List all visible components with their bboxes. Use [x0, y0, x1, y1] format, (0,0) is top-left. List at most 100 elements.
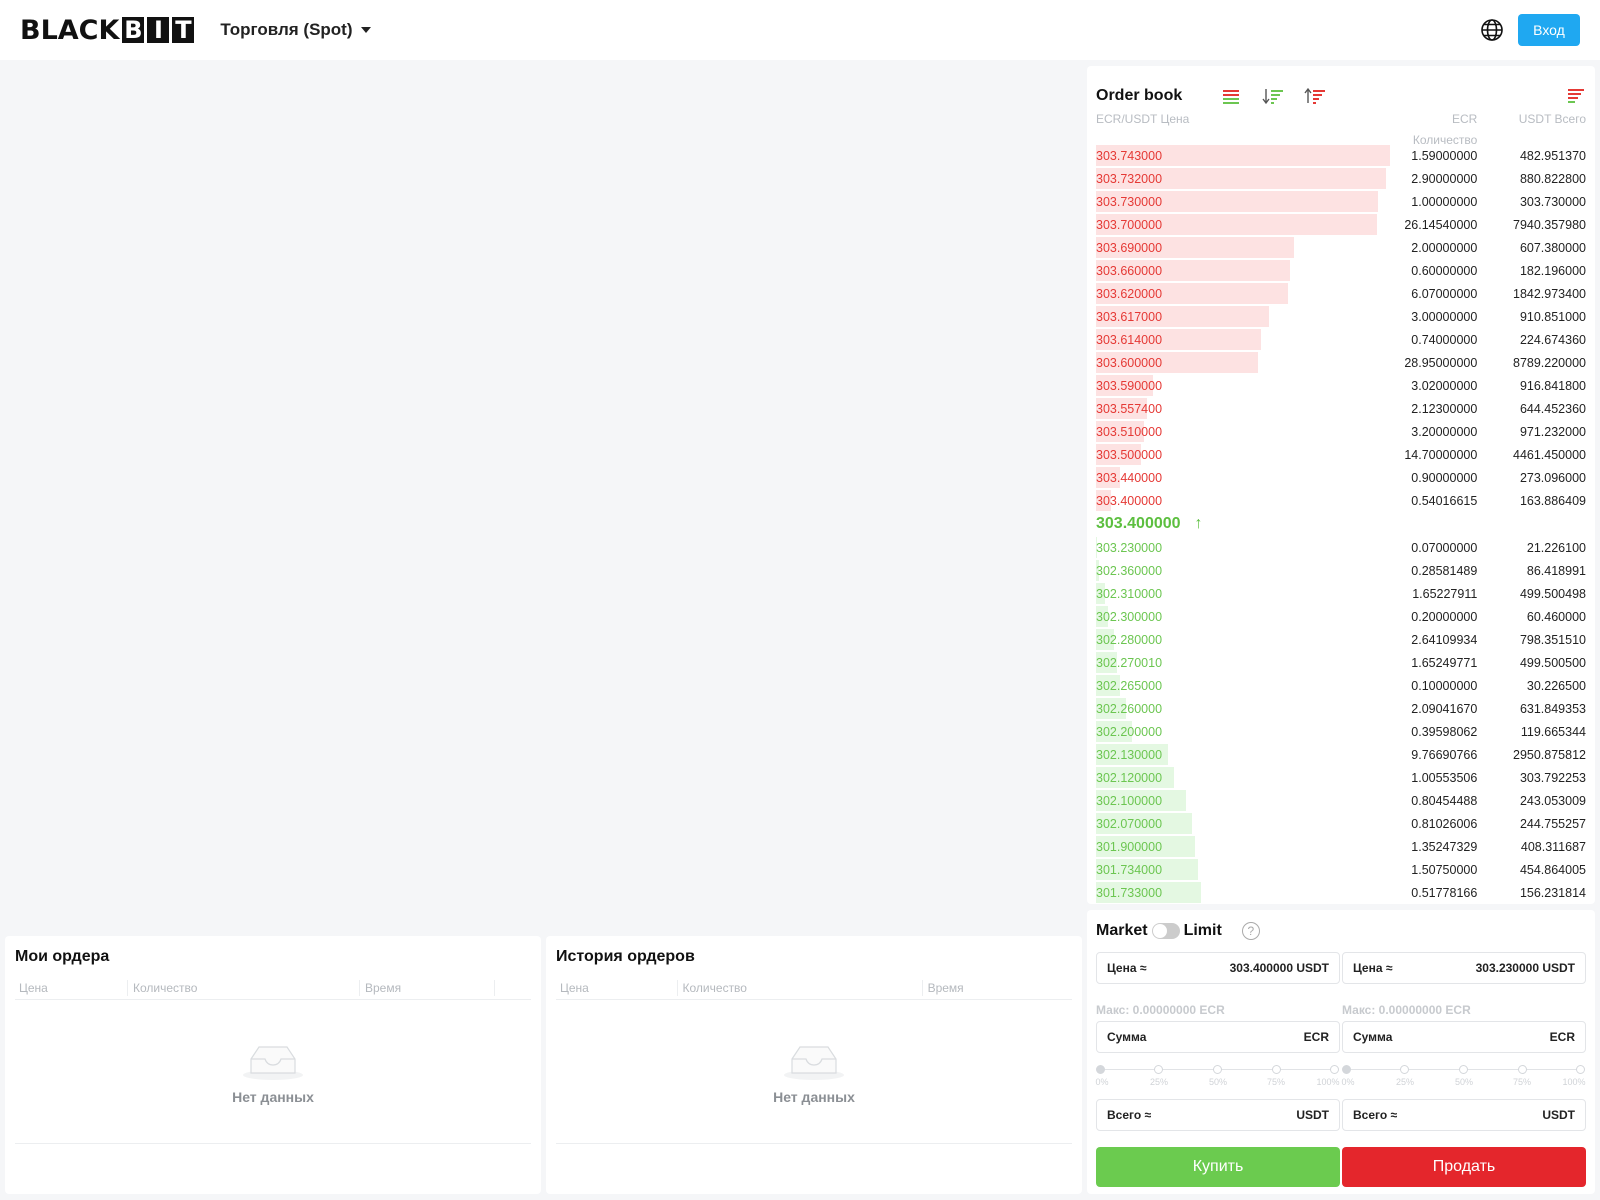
orderbook-asks-icon[interactable] [1304, 87, 1326, 105]
sell-total-field[interactable]: Всего ≈ USDT [1342, 1099, 1586, 1131]
bid-row[interactable]: 302.070000 0.81026006 244.755257 [1087, 812, 1595, 835]
ask-row[interactable]: 303.557400 2.12300000 644.452360 [1087, 397, 1595, 420]
login-button[interactable]: Вход [1518, 14, 1580, 46]
ask-row[interactable]: 303.510000 3.20000000 971.232000 [1087, 420, 1595, 443]
order-book-title: Order book [1096, 87, 1183, 104]
row-total: 910.851000 [1519, 309, 1586, 324]
row-quantity: 6.07000000 [1411, 286, 1478, 301]
header-right: Вход [1480, 14, 1580, 46]
bid-row[interactable]: 301.733000 0.51778166 156.231814 [1087, 881, 1595, 904]
row-price: 303.500000 [1096, 447, 1163, 462]
help-icon[interactable]: ? [1241, 922, 1260, 940]
buy-percent-slider[interactable]: 0% 25% 50% 75% 100% [1095, 1065, 1340, 1091]
row-total: 2950.875812 [1513, 747, 1586, 762]
row-total: 499.500498 [1519, 586, 1586, 601]
depth-bar [1096, 283, 1288, 304]
row-quantity: 2.64109934 [1411, 632, 1478, 647]
order-history-columns: Цена Количество Время [556, 976, 1072, 1000]
globe-icon[interactable] [1480, 18, 1504, 42]
empty-inbox-icon [243, 1045, 303, 1080]
order-type-toggle[interactable] [1151, 923, 1180, 939]
limit-label[interactable]: Limit [1183, 922, 1222, 939]
buy-price-field[interactable]: Цена ≈ 303.400000 USDT [1096, 952, 1340, 984]
row-total: 880.822800 [1519, 171, 1586, 186]
logo[interactable]: BLACK B I T [20, 15, 195, 46]
bid-row[interactable]: 302.300000 0.20000000 60.460000 [1087, 605, 1595, 628]
ask-row[interactable]: 303.743000 1.59000000 482.951370 [1087, 144, 1595, 167]
slider-stop[interactable] [1459, 1065, 1468, 1074]
ask-row[interactable]: 303.400000 0.54016615 163.886409 [1087, 489, 1595, 512]
bid-row[interactable]: 302.100000 0.80454488 243.053009 [1087, 789, 1595, 812]
market-label[interactable]: Market [1096, 922, 1148, 939]
sell-amount-field[interactable]: Сумма ECR [1342, 1021, 1586, 1053]
bid-row[interactable]: 302.130000 9.76690766 2950.875812 [1087, 743, 1595, 766]
my-orders-col-time: Время [360, 979, 495, 996]
depth-bar [1096, 606, 1108, 627]
slider-stop[interactable] [1400, 1065, 1409, 1074]
slider-stop[interactable] [1518, 1065, 1527, 1074]
bid-row[interactable]: 303.230000 0.07000000 21.226100 [1087, 536, 1595, 559]
row-total: 798.351510 [1519, 632, 1586, 647]
row-price: 303.690000 [1096, 240, 1163, 255]
row-total: 7940.357980 [1513, 217, 1586, 232]
bid-row[interactable]: 301.900000 1.35247329 408.311687 [1087, 835, 1595, 858]
trade-menu[interactable]: Торговля (Spot) [220, 20, 371, 40]
buy-total-field[interactable]: Всего ≈ USDT [1096, 1099, 1340, 1131]
row-quantity: 2.12300000 [1411, 401, 1478, 416]
orderbook-both-icon[interactable] [1220, 87, 1242, 105]
slider-stop[interactable] [1342, 1065, 1351, 1074]
ask-row[interactable]: 303.590000 3.02000000 916.841800 [1087, 374, 1595, 397]
buy-button[interactable]: Купить [1096, 1147, 1340, 1187]
depth-bar [1096, 352, 1258, 373]
ask-row[interactable]: 303.620000 6.07000000 1842.973400 [1087, 282, 1595, 305]
bid-row[interactable]: 302.310000 1.65227911 499.500498 [1087, 582, 1595, 605]
row-price: 302.120000 [1096, 770, 1163, 785]
bid-row[interactable]: 302.260000 2.09041670 631.849353 [1087, 697, 1595, 720]
slider-stop[interactable] [1154, 1065, 1163, 1074]
buy-amount-label: Сумма [1107, 1030, 1147, 1044]
ask-row[interactable]: 303.617000 3.00000000 910.851000 [1087, 305, 1595, 328]
depth-bar [1096, 375, 1153, 396]
ask-row[interactable]: 303.500000 14.70000000 4461.450000 [1087, 443, 1595, 466]
slider-stop[interactable] [1330, 1065, 1339, 1074]
bid-row[interactable]: 301.734000 1.50750000 454.864005 [1087, 858, 1595, 881]
slider-stop[interactable] [1576, 1065, 1585, 1074]
ask-row[interactable]: 303.700000 26.14540000 7940.357980 [1087, 213, 1595, 236]
slider-stop[interactable] [1096, 1065, 1105, 1074]
row-quantity: 0.28581489 [1411, 563, 1478, 578]
row-quantity: 2.90000000 [1411, 171, 1478, 186]
row-total: 21.226100 [1526, 540, 1586, 555]
bid-row[interactable]: 302.360000 0.28581489 86.418991 [1087, 559, 1595, 582]
slider-stop[interactable] [1213, 1065, 1222, 1074]
sell-price-field[interactable]: Цена ≈ 303.230000 USDT [1342, 952, 1586, 984]
slider-stop[interactable] [1272, 1065, 1281, 1074]
col-price: ECR/USDT Цена [1096, 112, 1190, 126]
bid-row[interactable]: 302.200000 0.39598062 119.665344 [1087, 720, 1595, 743]
row-price: 303.600000 [1096, 355, 1163, 370]
buy-amount-field[interactable]: Сумма ECR [1096, 1021, 1340, 1053]
order-type-switch: Market Limit ? [1096, 920, 1586, 942]
row-price: 303.730000 [1096, 194, 1163, 209]
ask-row[interactable]: 303.732000 2.90000000 880.822800 [1087, 167, 1595, 190]
row-quantity: 0.80454488 [1411, 793, 1478, 808]
bid-row[interactable]: 302.280000 2.64109934 798.351510 [1087, 628, 1595, 651]
row-quantity: 2.00000000 [1411, 240, 1478, 255]
sell-percent-slider[interactable]: 0% 25% 50% 75% 100% [1341, 1065, 1586, 1091]
bid-row[interactable]: 302.270010 1.65249771 499.500500 [1087, 651, 1595, 674]
ask-row[interactable]: 303.660000 0.60000000 182.196000 [1087, 259, 1595, 282]
sell-price-label: Цена ≈ [1353, 961, 1393, 975]
depth-bar [1096, 744, 1168, 765]
ask-row[interactable]: 303.440000 0.90000000 273.096000 [1087, 466, 1595, 489]
trade-columns: Цена ≈ 303.400000 USDT Макс: 0.00000000 … [1095, 952, 1586, 1131]
orderbook-bids-icon[interactable] [1262, 87, 1284, 105]
ask-row[interactable]: 303.600000 28.95000000 8789.220000 [1087, 351, 1595, 374]
depth-bar [1096, 421, 1144, 442]
buy-amount-unit: ECR [1303, 1030, 1329, 1044]
ask-row[interactable]: 303.614000 0.74000000 224.674360 [1087, 328, 1595, 351]
bid-row[interactable]: 302.265000 0.10000000 30.226500 [1087, 674, 1595, 697]
ask-row[interactable]: 303.730000 1.00000000 303.730000 [1087, 190, 1595, 213]
sell-button[interactable]: Продать [1342, 1147, 1586, 1187]
ask-row[interactable]: 303.690000 2.00000000 607.380000 [1087, 236, 1595, 259]
bid-row[interactable]: 302.120000 1.00553506 303.792253 [1087, 766, 1595, 789]
orderbook-settings-icon[interactable] [1564, 87, 1586, 105]
